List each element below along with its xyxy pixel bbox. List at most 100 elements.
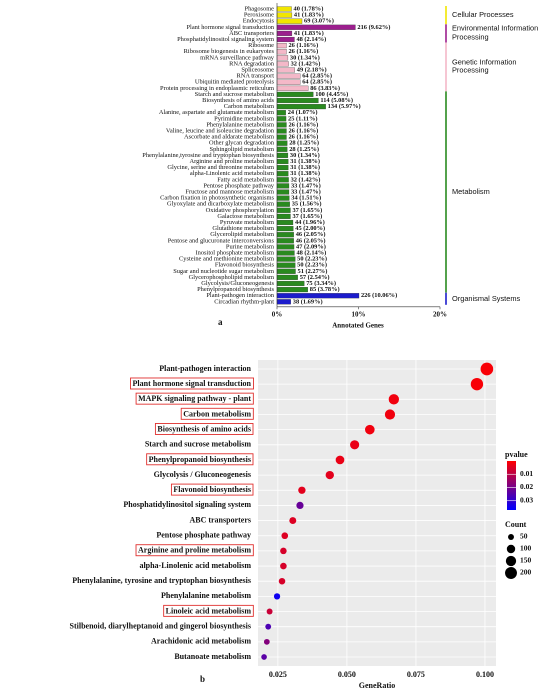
dot — [388, 394, 399, 405]
legend-dot — [505, 567, 517, 579]
bar — [276, 30, 293, 36]
bar — [276, 6, 292, 12]
value-label: 25 (1.11%) — [288, 115, 317, 122]
x-tick-label: 0.100 — [476, 670, 494, 679]
group-label: Cellular Processes — [452, 9, 514, 19]
bar — [276, 299, 291, 305]
value-label: 26 (1.16%) — [288, 42, 318, 49]
value-label: 75 (3.34%) — [306, 280, 336, 287]
category-label: Carbon fixation in photosynthetic organi… — [160, 195, 274, 202]
value-label: 48 (2.14%) — [296, 36, 326, 43]
bar — [276, 183, 290, 189]
dot — [289, 517, 297, 525]
x-tick-label: 20% — [433, 310, 447, 318]
category-label: Ubiquitin mediated proteolysis — [195, 79, 275, 86]
value-label: 37 (1.65%) — [292, 207, 322, 214]
bar — [276, 79, 301, 85]
value-label: 44 (1.96%) — [295, 219, 325, 226]
panel-label: a — [218, 317, 223, 327]
dot — [384, 409, 396, 420]
y-tick-label: ABC transporters — [189, 515, 251, 524]
bar — [276, 268, 296, 274]
bar — [276, 232, 294, 238]
y-tick-label: Phenylpropanoid biosynthesis — [149, 455, 251, 464]
bar — [276, 274, 298, 280]
bar — [276, 262, 296, 268]
y-tick-label: Phosphatidylinositol signaling system — [123, 500, 251, 509]
bar — [276, 207, 291, 213]
bar — [276, 134, 287, 140]
bar — [276, 110, 286, 116]
dot — [325, 470, 334, 480]
y-tick-label: Arginine and proline metabolism — [138, 546, 251, 555]
dot — [278, 577, 286, 585]
category-label: alpha-Linolenic acid metabolism — [190, 170, 274, 177]
x-tick-label: 0% — [272, 310, 283, 318]
plot-background — [258, 360, 496, 666]
legend-dot — [505, 555, 517, 567]
value-label: 114 (5.08%) — [320, 97, 353, 104]
category-label: Pyrimidine metabolism — [214, 115, 274, 122]
category-label: Glycine, serine and threonine metabolism — [167, 164, 274, 171]
y-tick-label: Glycolysis / Gluconeogenesis — [154, 470, 251, 479]
bar — [276, 43, 287, 49]
y-tick-label: Flavonoid biosynthesis — [173, 485, 251, 494]
bar — [276, 152, 289, 158]
bar — [276, 140, 288, 146]
category-label: Other glycan degradation — [209, 140, 275, 147]
category-label: Inositol phosphate metabolism — [196, 249, 274, 256]
value-label: 47 (2.09%) — [296, 243, 326, 250]
bar — [276, 61, 289, 67]
category-label: Plant-pathogen interaction — [206, 292, 274, 299]
category-label: Cysteine and methionine metabolism — [179, 256, 274, 263]
highlight-box — [135, 392, 254, 405]
bar — [276, 146, 288, 152]
value-label: 32 (1.42%) — [291, 176, 321, 183]
category-label: Pentose and glucuronate interconversions — [168, 237, 275, 244]
y-tick-label: Phenylalanine, tyrosine and tryptophan b… — [72, 576, 251, 585]
dot — [365, 424, 375, 435]
legend-label: 50 — [520, 532, 528, 541]
bar — [276, 49, 287, 55]
value-label: 28 (1.25%) — [289, 140, 319, 147]
y-tick-label: Arachidonic acid metabolism — [151, 637, 251, 646]
category-label: Fructose and mannose metabolism — [185, 188, 274, 195]
category-label: Sugar and nucleotide sugar metabolism — [173, 268, 274, 275]
value-label: 51 (2.27%) — [298, 268, 328, 275]
bar — [276, 91, 314, 97]
value-label: 46 (2.05%) — [296, 237, 326, 244]
value-label: 26 (1.16%) — [288, 127, 318, 134]
category-label: Ascorbate and aldarate metabolism — [184, 134, 274, 141]
category-label: Glycolysis/Gluconeogenesis — [201, 280, 274, 287]
bar — [276, 158, 289, 165]
dot — [261, 654, 267, 660]
bar — [276, 189, 290, 195]
category-label: Carbon metabolism — [224, 103, 274, 110]
y-tick-label: Biosynthesis of amino acids — [157, 424, 251, 433]
value-label: 41 (1.83%) — [294, 12, 324, 19]
dot — [263, 638, 270, 645]
highlight-box — [163, 604, 254, 617]
value-label: 50 (2.23%) — [297, 256, 327, 263]
value-label: 100 (4.45%) — [315, 91, 348, 98]
value-label: 69 (3.07%) — [304, 18, 334, 25]
bar — [276, 97, 319, 104]
value-label: 30 (1.34%) — [290, 152, 320, 159]
dot — [470, 377, 484, 391]
dot — [298, 486, 306, 494]
x-axis-title: Annotated Genes — [332, 322, 384, 330]
category-label: Galactose metabolism — [217, 213, 274, 220]
bar — [276, 238, 294, 244]
value-label: 24 (1.07%) — [288, 109, 318, 116]
value-label: 38 (1.69%) — [293, 298, 323, 305]
value-label: 48 (2.14%) — [296, 249, 326, 256]
bar — [276, 12, 293, 18]
value-label: 134 (5.97%) — [328, 103, 361, 110]
bar — [276, 165, 289, 171]
category-label: Phenylalanine,tyrosine and tryptophan bi… — [142, 152, 274, 159]
y-tick-label: Stilbenoid, diarylheptanoid and gingerol… — [70, 622, 251, 631]
category-label: Alanine, aspartate and glutamate metabol… — [159, 109, 274, 116]
category-label: Phosphatidylinositol signaling system — [177, 36, 274, 43]
value-label: 33 (1.47%) — [291, 182, 321, 189]
value-label: 37 (1.65%) — [292, 213, 322, 220]
